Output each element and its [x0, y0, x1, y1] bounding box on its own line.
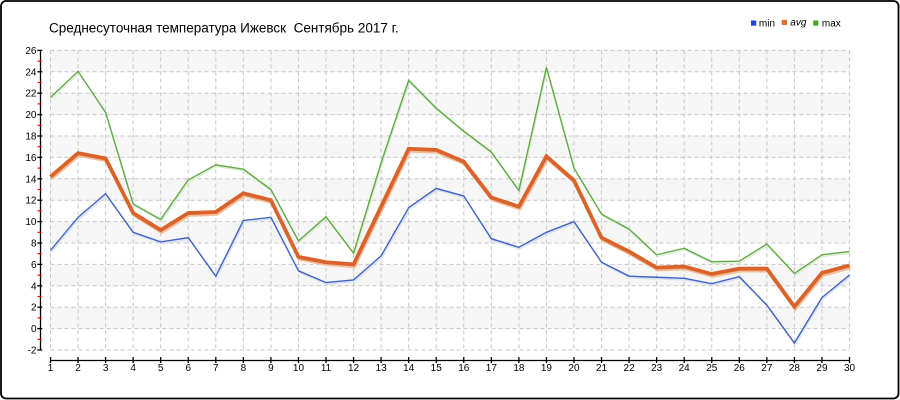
svg-text:min: min	[759, 18, 775, 29]
svg-text:18: 18	[513, 363, 525, 374]
svg-text:Среднесуточная температура Иже: Среднесуточная температура Ижевск Сентяб…	[49, 21, 399, 36]
svg-text:22: 22	[624, 363, 636, 374]
svg-text:20: 20	[568, 363, 580, 374]
svg-text:20: 20	[25, 110, 37, 121]
svg-text:avg: avg	[790, 18, 807, 29]
svg-text:21: 21	[596, 363, 608, 374]
svg-text:6: 6	[185, 363, 191, 374]
svg-text:9: 9	[268, 363, 274, 374]
svg-text:2: 2	[75, 363, 81, 374]
svg-text:19: 19	[541, 363, 553, 374]
svg-text:5: 5	[158, 363, 164, 374]
svg-text:1: 1	[48, 363, 54, 374]
svg-text:22: 22	[25, 89, 37, 100]
svg-text:28: 28	[789, 363, 801, 374]
svg-text:26: 26	[734, 363, 746, 374]
svg-text:3: 3	[103, 363, 109, 374]
svg-text:14: 14	[403, 363, 415, 374]
svg-text:29: 29	[816, 363, 828, 374]
svg-text:4: 4	[130, 363, 136, 374]
svg-text:6: 6	[31, 260, 37, 271]
svg-text:27: 27	[761, 363, 773, 374]
svg-text:30: 30	[844, 363, 856, 374]
svg-text:26: 26	[25, 46, 37, 57]
svg-text:24: 24	[25, 67, 37, 78]
svg-text:16: 16	[458, 363, 470, 374]
svg-text:12: 12	[25, 196, 37, 207]
svg-text:4: 4	[31, 281, 37, 292]
svg-text:max: max	[822, 18, 841, 29]
svg-text:25: 25	[706, 363, 718, 374]
svg-text:18: 18	[25, 132, 37, 143]
svg-text:8: 8	[31, 239, 37, 250]
svg-text:-2: -2	[28, 346, 37, 357]
svg-text:14: 14	[25, 174, 37, 185]
svg-text:24: 24	[679, 363, 691, 374]
svg-text:10: 10	[293, 363, 305, 374]
svg-text:11: 11	[321, 363, 332, 374]
svg-text:15: 15	[431, 363, 443, 374]
svg-text:13: 13	[376, 363, 388, 374]
svg-text:2: 2	[31, 303, 37, 314]
svg-text:7: 7	[213, 363, 219, 374]
svg-text:10: 10	[25, 217, 37, 228]
svg-text:23: 23	[651, 363, 663, 374]
svg-text:12: 12	[348, 363, 360, 374]
svg-text:8: 8	[241, 363, 247, 374]
svg-text:16: 16	[25, 153, 37, 164]
svg-text:17: 17	[486, 363, 498, 374]
svg-text:0: 0	[31, 324, 37, 335]
